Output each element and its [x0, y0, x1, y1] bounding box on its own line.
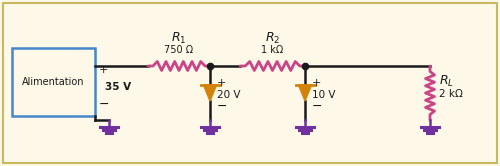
- Text: $R_1$: $R_1$: [172, 31, 186, 46]
- Text: +: +: [99, 65, 108, 75]
- Bar: [12, 48, 95, 116]
- Text: $R_L$: $R_L$: [439, 73, 454, 88]
- Text: 750 Ω: 750 Ω: [164, 45, 194, 55]
- Text: +: +: [312, 78, 322, 88]
- Text: +: +: [217, 78, 226, 88]
- Text: 2 kΩ: 2 kΩ: [439, 89, 463, 99]
- Text: −: −: [99, 97, 110, 111]
- Text: 10 V: 10 V: [312, 90, 336, 100]
- Text: 35 V: 35 V: [105, 82, 131, 92]
- Text: 20 V: 20 V: [217, 90, 240, 100]
- Text: −: −: [312, 99, 322, 113]
- Polygon shape: [204, 85, 216, 101]
- Polygon shape: [298, 85, 312, 101]
- Text: −: −: [217, 99, 228, 113]
- Text: 1 kΩ: 1 kΩ: [262, 45, 283, 55]
- Text: Alimentation: Alimentation: [22, 77, 85, 87]
- Text: $R_2$: $R_2$: [265, 31, 280, 46]
